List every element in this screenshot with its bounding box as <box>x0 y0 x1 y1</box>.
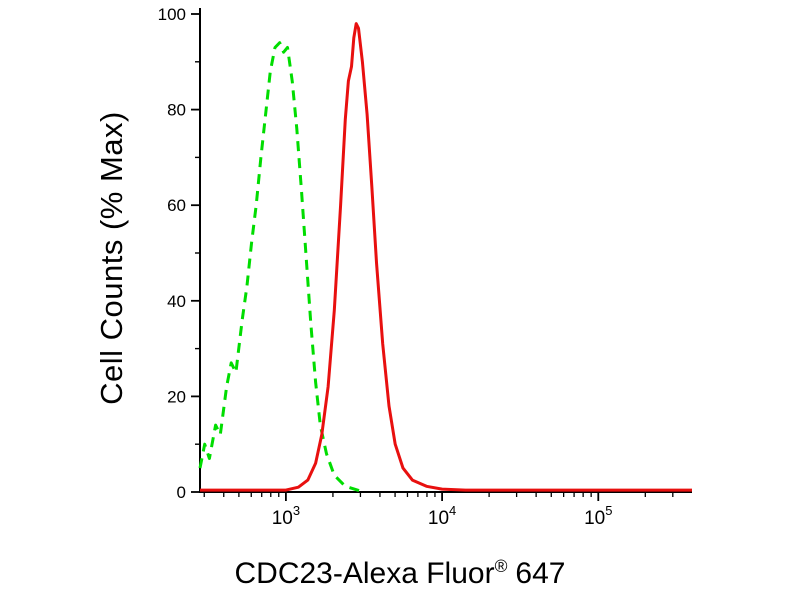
x-tick-label: 104 <box>428 503 456 529</box>
y-tick-label: 20 <box>167 387 186 406</box>
x-tick-label: 105 <box>584 503 612 529</box>
x-axis-title-main: CDC23-Alexa Fluor <box>234 557 495 590</box>
y-tick-label: 60 <box>167 196 186 215</box>
x-axis-title-suffix: 647 <box>515 557 566 590</box>
y-tick-label: 0 <box>177 483 186 502</box>
x-tick-label: 103 <box>272 503 300 529</box>
plot-area: 0 20 40 60 80 100 103 104 105 <box>158 5 692 529</box>
y-tick-label: 40 <box>167 292 186 311</box>
y-tick-label: 100 <box>158 5 186 24</box>
series-red-solid <box>200 22 692 492</box>
registered-trademark-symbol: ® <box>494 556 508 576</box>
y-tick-label: 80 <box>167 101 186 120</box>
x-axis-title: CDC23-Alexa Fluor® 647 <box>0 556 800 591</box>
y-axis-label: Cell Counts (% Max) <box>94 111 129 405</box>
series-green-dashed <box>198 41 360 493</box>
